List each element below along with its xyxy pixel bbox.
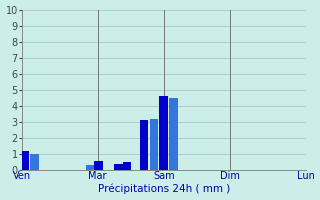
Bar xyxy=(123,162,131,170)
Bar xyxy=(140,120,148,170)
Bar xyxy=(159,96,168,170)
Bar xyxy=(149,119,158,170)
Bar xyxy=(114,164,123,170)
Bar xyxy=(20,151,29,170)
Bar xyxy=(30,154,39,170)
Bar xyxy=(86,165,94,170)
Bar xyxy=(169,98,178,170)
X-axis label: Précipitations 24h ( mm ): Précipitations 24h ( mm ) xyxy=(98,184,230,194)
Bar xyxy=(94,161,103,170)
